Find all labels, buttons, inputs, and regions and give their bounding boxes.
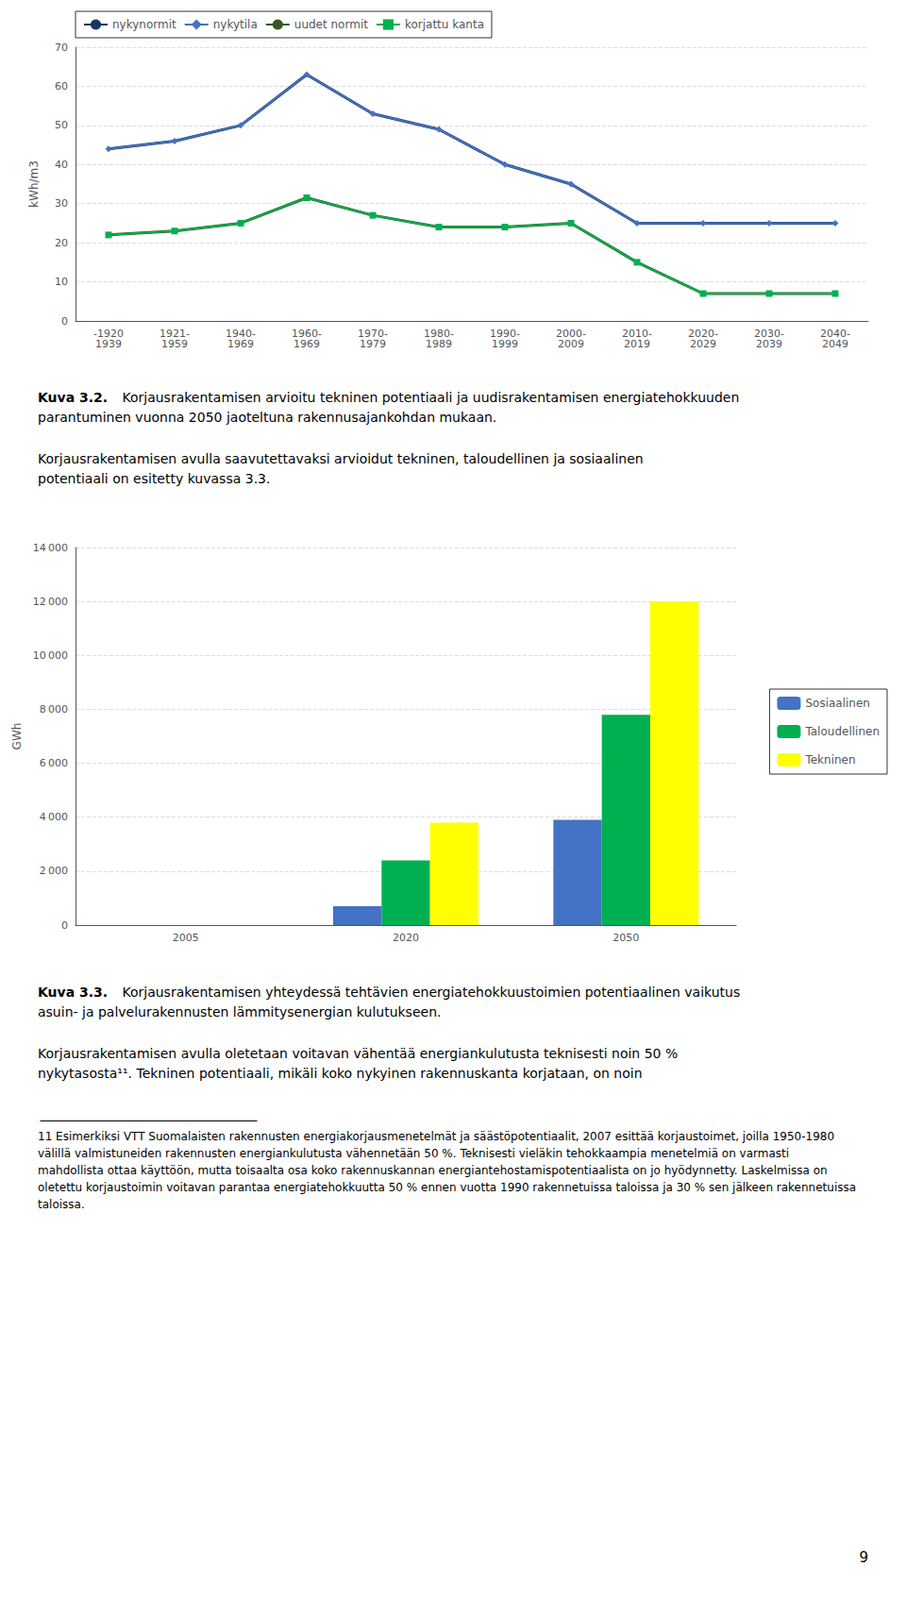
svg-text:1960-: 1960-	[291, 327, 322, 340]
svg-text:Kuva 3.2.: Kuva 3.2.	[37, 389, 108, 405]
svg-text:1980-: 1980-	[423, 327, 454, 340]
svg-text:12 000: 12 000	[33, 595, 68, 608]
svg-text:2039: 2039	[755, 337, 783, 351]
svg-text:1979: 1979	[359, 337, 386, 351]
svg-text:1959: 1959	[161, 337, 188, 351]
svg-text:Taloudellinen: Taloudellinen	[804, 724, 880, 739]
svg-text:kWh/m3: kWh/m3	[27, 160, 41, 208]
svg-text:1940-: 1940-	[225, 327, 256, 340]
svg-text:taloissa.: taloissa.	[37, 1197, 85, 1211]
svg-text:oletettu korjaustoimin voitava: oletettu korjaustoimin voitavan parantaa…	[37, 1180, 860, 1194]
svg-text:Korjausrakentamisen avulla saa: Korjausrakentamisen avulla saavutettavak…	[37, 451, 648, 467]
svg-text:nykytasosta¹¹. Tekninen potent: nykytasosta¹¹. Tekninen potentiaali, mik…	[37, 1065, 643, 1081]
svg-text:Sosiaalinen: Sosiaalinen	[805, 696, 871, 710]
svg-text:2 000: 2 000	[39, 864, 68, 877]
svg-text:2020: 2020	[392, 931, 420, 944]
svg-text:0: 0	[61, 919, 68, 932]
svg-text:2049: 2049	[822, 337, 849, 351]
svg-text:Kuva 3.3.: Kuva 3.3.	[37, 984, 108, 1000]
svg-text:nykynormit: nykynormit	[112, 17, 177, 32]
svg-text:2019: 2019	[623, 337, 651, 351]
svg-text:9: 9	[858, 1548, 869, 1566]
svg-text:6 000: 6 000	[39, 756, 68, 770]
svg-text:uudet normit: uudet normit	[294, 17, 369, 32]
svg-text:Korjausrakentamisen yhteydessä: Korjausrakentamisen yhteydessä tehtävien…	[117, 984, 745, 1000]
svg-text:-1920: -1920	[93, 327, 124, 340]
svg-text:2050: 2050	[612, 931, 639, 944]
svg-text:1990-: 1990-	[489, 327, 521, 340]
svg-text:korjattu kanta: korjattu kanta	[404, 17, 485, 32]
svg-text:10 000: 10 000	[33, 649, 68, 662]
svg-text:1969: 1969	[293, 337, 320, 351]
svg-text:30: 30	[54, 197, 68, 210]
svg-text:2010-: 2010-	[621, 327, 653, 340]
svg-text:mahdollista ottaa käyttöön, mu: mahdollista ottaa käyttöön, mutta toisaa…	[37, 1163, 831, 1177]
svg-text:Korjausrakentamisen avulla ole: Korjausrakentamisen avulla oletetaan voi…	[37, 1045, 683, 1061]
svg-text:parantuminen vuonna 2050 jaote: parantuminen vuonna 2050 jaoteltuna rake…	[37, 409, 497, 425]
svg-text:2000-: 2000-	[555, 327, 587, 340]
svg-text:1921-: 1921-	[159, 327, 190, 340]
svg-text:1989: 1989	[425, 337, 453, 351]
svg-text:20: 20	[54, 236, 68, 250]
svg-text:asuin- ja palvelurakennusten l: asuin- ja palvelurakennusten lämmitysene…	[37, 1004, 441, 1020]
svg-text:60: 60	[54, 80, 68, 93]
svg-text:50: 50	[54, 118, 68, 132]
svg-text:välillä valmistuneiden rakennu: välillä valmistuneiden rakennusten energ…	[37, 1146, 793, 1160]
svg-text:Tekninen: Tekninen	[804, 753, 856, 767]
svg-text:40: 40	[54, 158, 68, 171]
svg-text:14 000: 14 000	[33, 541, 68, 554]
svg-text:10: 10	[54, 275, 68, 288]
svg-text:GWh: GWh	[10, 722, 24, 751]
svg-text:11 Esimerkiksi VTT Suomalaiste: 11 Esimerkiksi VTT Suomalaisten rakennus…	[37, 1129, 839, 1143]
svg-text:8 000: 8 000	[39, 703, 68, 716]
svg-text:2040-: 2040-	[820, 327, 851, 340]
svg-text:2009: 2009	[557, 337, 585, 351]
svg-text:2029: 2029	[689, 337, 717, 351]
svg-text:2030-: 2030-	[754, 327, 785, 340]
svg-text:1939: 1939	[95, 337, 122, 351]
svg-text:4 000: 4 000	[39, 810, 68, 823]
svg-text:2020-: 2020-	[687, 327, 719, 340]
svg-text:1999: 1999	[491, 337, 519, 351]
svg-text:2005: 2005	[172, 931, 200, 944]
svg-text:1970-: 1970-	[357, 327, 388, 340]
svg-text:70: 70	[54, 41, 68, 54]
svg-text:1969: 1969	[227, 337, 254, 351]
svg-text:potentiaali on esitetty kuvass: potentiaali on esitetty kuvassa 3.3.	[37, 470, 270, 487]
svg-text:nykytila: nykytila	[213, 17, 258, 32]
svg-text:Korjausrakentamisen arvioitu t: Korjausrakentamisen arvioitu tekninen po…	[117, 389, 744, 405]
svg-text:0: 0	[61, 315, 68, 328]
